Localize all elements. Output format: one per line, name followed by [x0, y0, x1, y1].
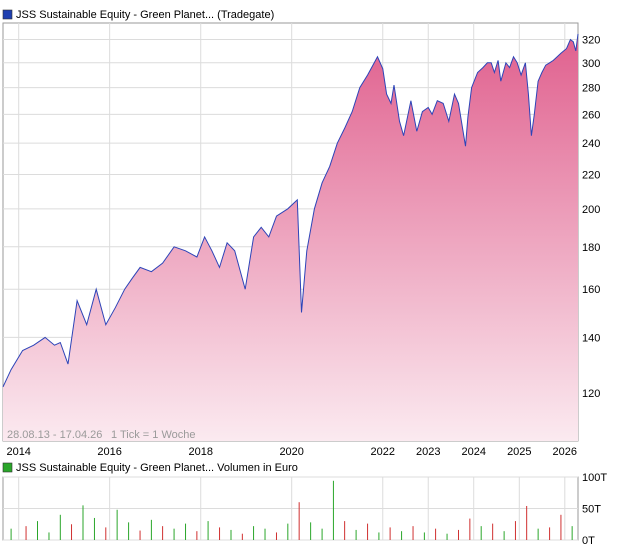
- price-x-axis: 2014 2016 2018 2020 2022 2023 2024 2025 2026: [6, 446, 577, 458]
- price-y-tick-label: 120: [582, 388, 600, 400]
- price-y-tick-label: 160: [582, 284, 600, 296]
- price-x-tick-label: 2018: [188, 446, 212, 458]
- price-legend-swatch: [2, 9, 13, 20]
- price-x-tick-label: 2025: [507, 446, 531, 458]
- price-y-axis: 120 140 160 180 200 220 240 260 280 300 320: [582, 35, 600, 400]
- price-y-tick-label: 140: [582, 332, 600, 344]
- volume-bars: [10, 480, 573, 540]
- volume-legend-title: JSS Sustainable Equity - Green Planet...…: [16, 462, 298, 474]
- price-y-tick-label: 280: [582, 83, 600, 95]
- volume-legend-swatch: [2, 462, 13, 473]
- volume-y-tick-label: 50T: [582, 504, 601, 516]
- price-x-tick-label: 2022: [371, 446, 395, 458]
- price-legend-title: JSS Sustainable Equity - Green Planet...…: [16, 9, 274, 21]
- price-x-tick-label: 2020: [279, 446, 303, 458]
- price-y-tick-label: 260: [582, 109, 600, 121]
- price-y-tick-label: 200: [582, 204, 600, 216]
- volume-y-axis: 0T 50T 100T: [582, 472, 607, 546]
- price-x-tick-label: 2024: [461, 446, 485, 458]
- price-line: [2, 33, 579, 388]
- price-y-tick-label: 220: [582, 170, 600, 182]
- price-x-tick-label: 2014: [6, 446, 30, 458]
- price-x-tick-label: 2023: [416, 446, 440, 458]
- volume-grid: [3, 476, 578, 541]
- date-range-label: 28.08.13 - 17.04.26: [7, 429, 102, 441]
- price-x-tick-label: 2026: [553, 446, 577, 458]
- price-y-tick-label: 240: [582, 138, 600, 150]
- volume-y-tick-label: 0T: [582, 535, 595, 546]
- price-y-tick-label: 300: [582, 58, 600, 70]
- tick-note-label: 1 Tick = 1 Woche: [111, 429, 195, 441]
- price-area-fill: [3, 33, 578, 442]
- price-y-tick-label: 320: [582, 35, 600, 47]
- volume-y-tick-label: 100T: [582, 472, 607, 484]
- price-y-tick-label: 180: [582, 242, 600, 254]
- price-x-tick-label: 2016: [97, 446, 121, 458]
